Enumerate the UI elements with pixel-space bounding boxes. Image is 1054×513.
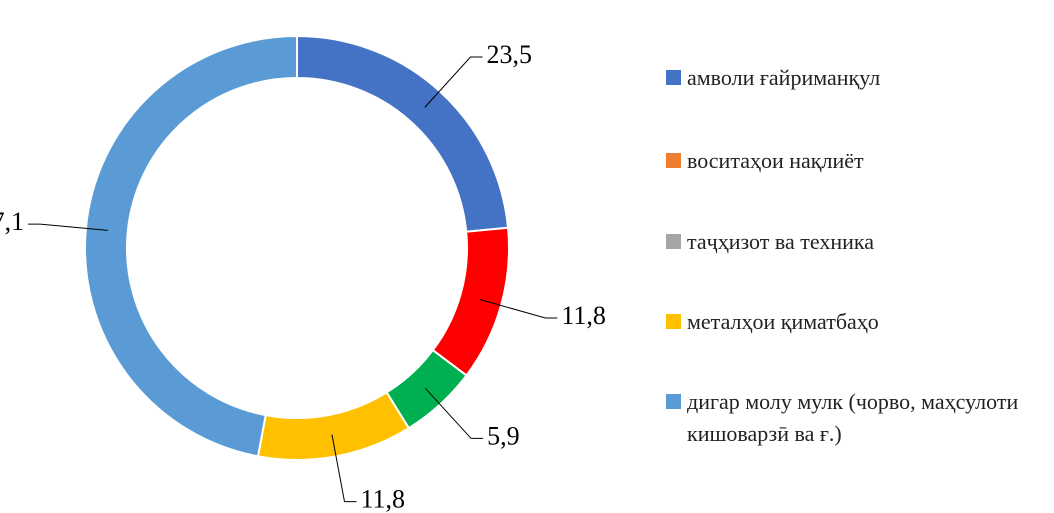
legend-item: таҷҳизот ва техника — [666, 226, 1036, 258]
data-label: 5,9 — [487, 421, 519, 450]
legend-item: металҳои қиматбаҳо — [666, 306, 1036, 338]
leader-line — [28, 223, 108, 231]
legend-swatch — [666, 153, 681, 168]
chart: 23,5 11,8 5,9 11,8 47,1 — [0, 34, 606, 513]
legend-item: амволи ғайриманқул — [666, 62, 1036, 94]
slice — [84, 34, 298, 458]
legend-swatch — [666, 70, 681, 85]
legend-swatch — [666, 314, 681, 329]
legend-item: воситаҳои нақлиёт — [666, 145, 1036, 177]
slice — [431, 226, 510, 377]
legend-swatch — [666, 234, 681, 249]
leader-line — [479, 299, 558, 319]
data-label: 11,8 — [561, 301, 606, 330]
legend-label: металҳои қиматбаҳо — [687, 309, 879, 334]
leader-line — [331, 434, 357, 503]
legend-label: амволи ғайриманқул — [687, 65, 881, 90]
legend-swatch — [666, 394, 681, 409]
slice — [296, 34, 510, 233]
legend-label: таҷҳизот ва техника — [687, 229, 874, 254]
legend-label: воситаҳои нақлиёт — [687, 148, 864, 173]
slice — [256, 391, 411, 461]
legend-label: дигар молу мулк (чорво, маҳсулоти кишова… — [687, 389, 1019, 446]
leader-line — [424, 387, 484, 439]
data-label: 47,1 — [0, 207, 24, 236]
legend-item: дигар молу мулк (чорво, маҳсулоти кишова… — [666, 386, 1036, 450]
data-label: 11,8 — [361, 485, 406, 513]
data-label: 23,5 — [486, 40, 532, 69]
leader-line — [424, 56, 483, 108]
